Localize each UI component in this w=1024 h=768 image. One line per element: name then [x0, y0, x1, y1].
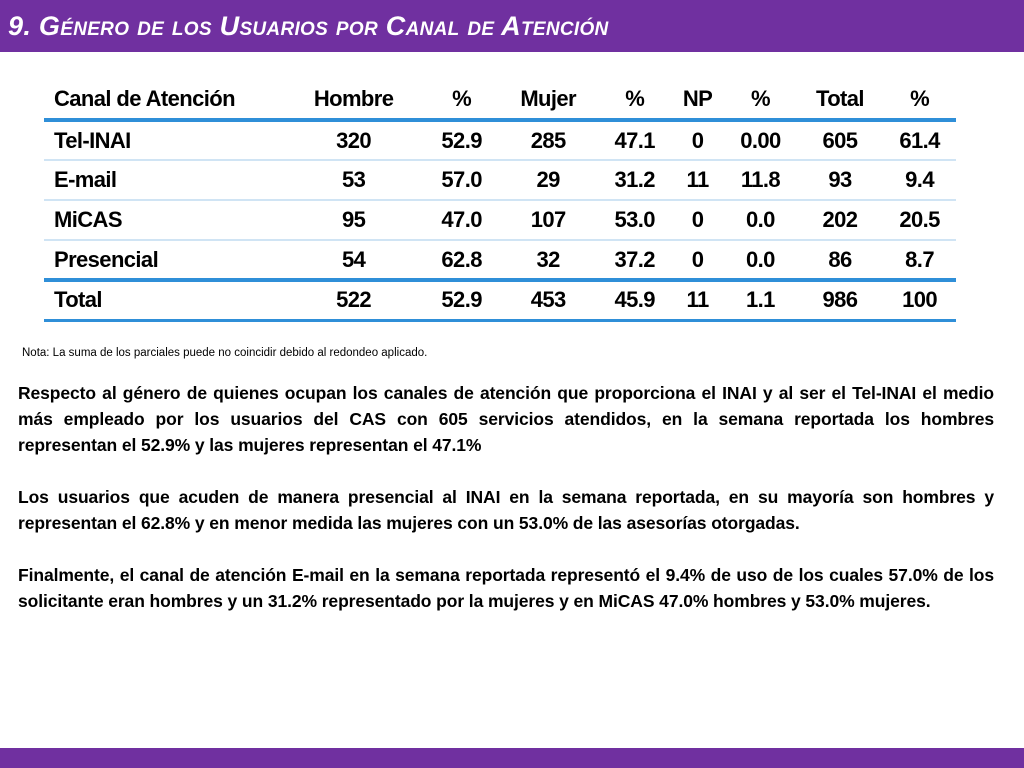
table-cell: 11.8 — [724, 160, 797, 201]
table-cell: 605 — [796, 120, 884, 161]
table-cell: 54 — [282, 240, 426, 282]
table-cell: 0 — [671, 120, 725, 161]
table-cell: 0.00 — [724, 120, 797, 161]
header-cell: Canal de Atención — [44, 80, 282, 122]
table-cell: 53 — [282, 160, 426, 201]
table-cell: 86 — [796, 240, 884, 282]
table-cell: 47.0 — [425, 200, 499, 241]
table-cell: 95 — [282, 200, 426, 241]
table-cell: 0.0 — [724, 200, 797, 241]
table-cell: 9.4 — [883, 160, 956, 201]
table-cell: 47.1 — [598, 120, 672, 161]
table-total-row: Total 522 52.9 453 45.9 11 1.1 986 100 — [44, 280, 956, 322]
table-cell: 37.2 — [598, 240, 672, 282]
table-cell: 93 — [796, 160, 884, 201]
table-cell: 0 — [671, 240, 725, 282]
table-row: E-mail 53 57.0 29 31.2 11 11.8 93 9.4 — [44, 160, 956, 201]
header-cell: Mujer — [498, 80, 599, 122]
table-cell: 45.9 — [598, 280, 672, 322]
table-cell: 20.5 — [883, 200, 956, 241]
table-cell: 100 — [883, 280, 956, 322]
table-cell: 52.9 — [425, 280, 499, 322]
gender-by-channel-table: Canal de Atención Hombre % Mujer % NP % … — [44, 80, 956, 322]
table-row: Presencial 54 62.8 32 37.2 0 0.0 86 8.7 — [44, 240, 956, 282]
body-text: Respecto al género de quienes ocupan los… — [18, 380, 994, 640]
table-cell: 522 — [282, 280, 426, 322]
paragraph: Respecto al género de quienes ocupan los… — [18, 383, 994, 455]
header-cell: % — [425, 80, 499, 122]
table-cell: 8.7 — [883, 240, 956, 282]
table-cell: 107 — [498, 200, 599, 241]
table-row: MiCAS 95 47.0 107 53.0 0 0.0 202 20.5 — [44, 200, 956, 241]
table-cell: 320 — [282, 120, 426, 161]
table-cell: 57.0 — [425, 160, 499, 201]
page-title: 9. Género de los Usuarios por Canal de A… — [8, 11, 609, 41]
header-cell: % — [598, 80, 672, 122]
table-cell: MiCAS — [44, 200, 282, 241]
table-cell: 0 — [671, 200, 725, 241]
table-cell: 285 — [498, 120, 599, 161]
table-container: Canal de Atención Hombre % Mujer % NP % … — [44, 80, 956, 326]
table-row: Tel-INAI 320 52.9 285 47.1 0 0.00 605 61… — [44, 120, 956, 161]
table-cell: E-mail — [44, 160, 282, 201]
header-cell: % — [883, 80, 956, 122]
table-cell: Total — [44, 280, 282, 322]
table-cell: 53.0 — [598, 200, 672, 241]
header-cell: Total — [796, 80, 884, 122]
table-cell: 52.9 — [425, 120, 499, 161]
table-header-row: Canal de Atención Hombre % Mujer % NP % … — [44, 80, 956, 122]
table-cell: Presencial — [44, 240, 282, 282]
table-cell: 29 — [498, 160, 599, 201]
table-cell: 0.0 — [724, 240, 797, 282]
table-cell: 32 — [498, 240, 599, 282]
title-bar: 9. Género de los Usuarios por Canal de A… — [0, 0, 1024, 52]
header-cell: % — [724, 80, 797, 122]
table-cell: 11 — [671, 160, 725, 201]
header-cell: NP — [671, 80, 725, 122]
table-note: Nota: La suma de los parciales puede no … — [22, 347, 428, 359]
paragraph: Los usuarios que acuden de manera presen… — [18, 487, 994, 533]
table-cell: Tel-INAI — [44, 120, 282, 161]
paragraph: Finalmente, el canal de atención E-mail … — [18, 565, 994, 611]
table-cell: 986 — [796, 280, 884, 322]
table-cell: 1.1 — [724, 280, 797, 322]
header-cell: Hombre — [282, 80, 426, 122]
table-cell: 31.2 — [598, 160, 672, 201]
footer-bar — [0, 748, 1024, 768]
table-cell: 11 — [671, 280, 725, 322]
table-cell: 62.8 — [425, 240, 499, 282]
table-cell: 453 — [498, 280, 599, 322]
table-cell: 202 — [796, 200, 884, 241]
table-cell: 61.4 — [883, 120, 956, 161]
